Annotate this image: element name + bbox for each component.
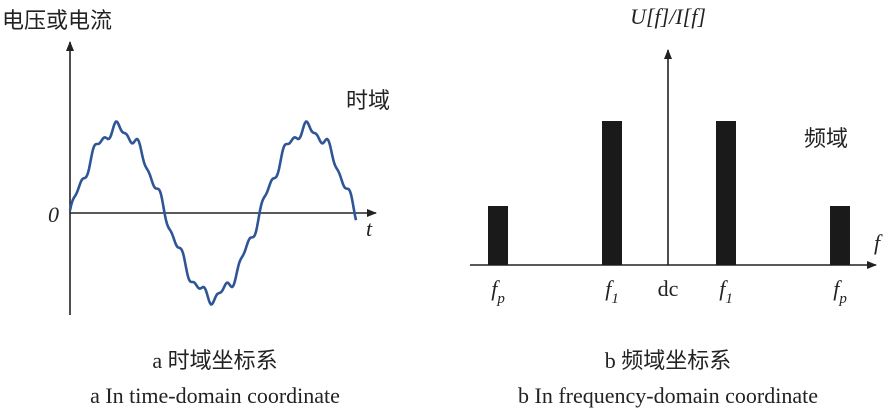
- tick-main: f: [491, 276, 500, 301]
- origin-label: 0: [48, 202, 59, 227]
- caption-en: b In frequency-domain coordinate: [518, 383, 818, 408]
- caption-en: a In time-domain coordinate: [90, 383, 340, 408]
- tick-main: f: [833, 276, 842, 301]
- tick-sub: p: [838, 291, 847, 307]
- caption-cn: b 频域坐标系: [605, 348, 732, 373]
- tick-sub: p: [496, 291, 505, 307]
- y-axis-label: 电压或电流: [2, 8, 112, 33]
- waveform: [68, 120, 358, 306]
- caption-cn: a 时域坐标系: [152, 348, 277, 373]
- tick-label: f1: [605, 276, 619, 307]
- tick-label: f1: [719, 276, 733, 307]
- y-axis-label: U[f]/I[f]: [630, 4, 706, 29]
- tick-label: fp: [491, 276, 505, 307]
- tick-main: dc: [658, 276, 679, 301]
- tick-label: fp: [833, 276, 847, 307]
- spectral-line: [830, 206, 850, 265]
- domain-label: 时域: [346, 88, 390, 113]
- spectral-line: [716, 121, 736, 265]
- tick-sub: 1: [611, 291, 619, 307]
- tick-sub: 1: [725, 291, 733, 307]
- x-axis-label: t: [366, 216, 373, 241]
- domain-label: 频域: [804, 126, 848, 151]
- tick-main: f: [605, 276, 614, 301]
- spectral-line: [602, 121, 622, 265]
- tick-main: f: [719, 276, 728, 301]
- tick-label: dc: [658, 276, 679, 301]
- x-axis-label: f: [874, 230, 883, 255]
- spectral-line: [488, 206, 508, 265]
- tick-labels: fp f1 dc f1 fp: [491, 276, 847, 307]
